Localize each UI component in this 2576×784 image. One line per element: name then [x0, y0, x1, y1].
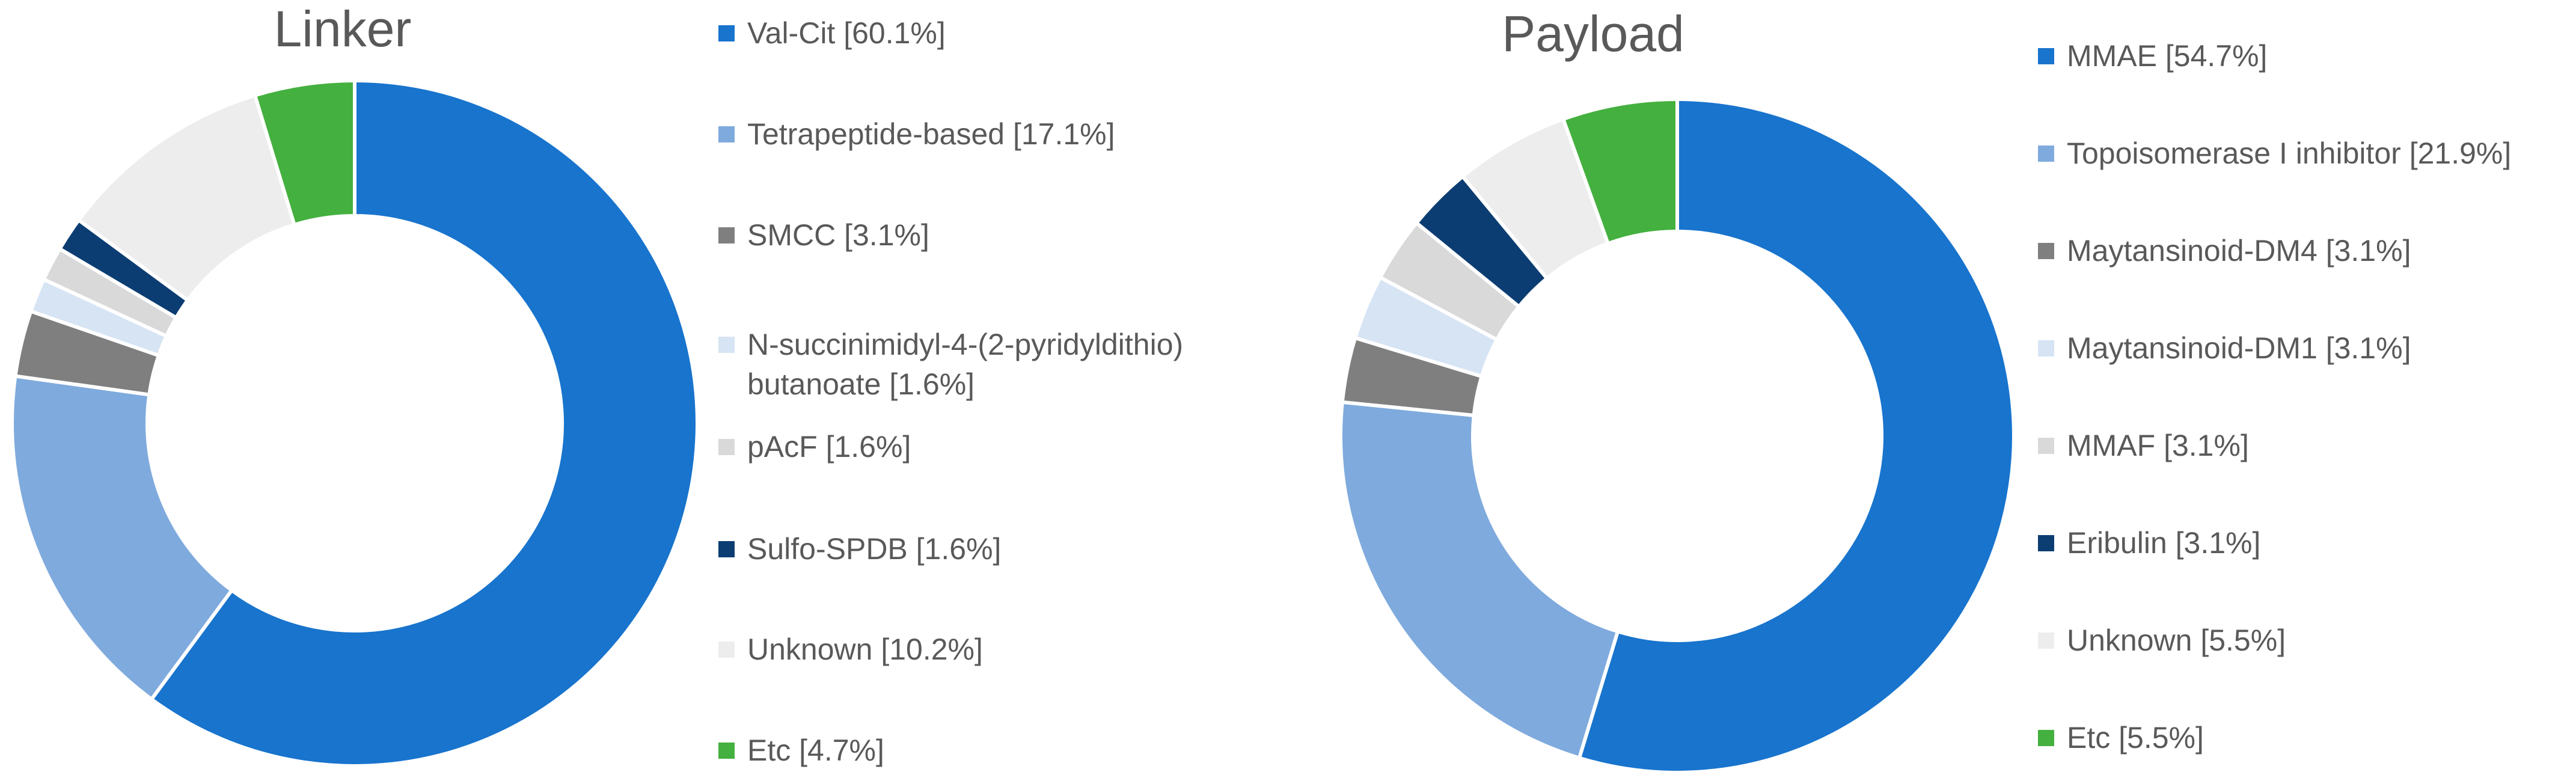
payload-chart-panel: Payload MMAE [54.7%] Topoisomerase I inhi… [1323, 0, 2576, 784]
payload-donut-chart [1339, 97, 2016, 774]
donut-slice-etc [1561, 97, 1679, 246]
donut-slice-val-cit [148, 78, 699, 768]
legend-swatch [718, 25, 735, 41]
donut-slice-topoisomerase-i-inhibitor [1339, 400, 1620, 761]
linker-chart-panel: Linker Val-Cit [60.1%] Tetrapeptide-based… [0, 0, 1286, 784]
legend-label: Etc [5.5%] [2067, 721, 2204, 755]
legend-swatch [2038, 243, 2054, 259]
legend-label: MMAE [54.7%] [2067, 39, 2268, 73]
legend-swatch [718, 743, 735, 759]
legend-label: Unknown [5.5%] [2067, 623, 2286, 657]
legend-label: Unknown [10.2%] [747, 632, 983, 666]
legend-label: pAcF [1.6%] [747, 430, 911, 464]
donut-slice-tetrapeptide-based [10, 374, 234, 702]
legend-label: Eribulin [3.1%] [2067, 526, 2261, 560]
legend-swatch [718, 541, 735, 557]
legend-swatch [2038, 535, 2054, 551]
legend-label: N-succinimidyl-4-(2-pyridyldithio) butano… [747, 328, 1184, 401]
legend-swatch [718, 337, 735, 353]
legend-label: Etc [4.7%] [747, 733, 884, 767]
legend-swatch [2038, 340, 2054, 357]
legend-swatch [718, 642, 735, 658]
legend-label: Val-Cit [60.1%] [747, 16, 946, 50]
legend-swatch [2038, 730, 2054, 746]
chart-title: Payload [1502, 5, 1684, 62]
legend-swatch [2038, 632, 2054, 649]
donut-slice-mmae [1577, 97, 2016, 774]
legend-label: MMAF [3.1%] [2067, 429, 2249, 462]
donut-slice-etc [252, 78, 356, 227]
legend-swatch [718, 439, 735, 455]
legend-label: Sulfo-SPDB [1.6%] [747, 532, 1002, 566]
legend-swatch [718, 126, 735, 142]
legend-label: Topoisomerase I inhibitor [21.9%] [2067, 136, 2512, 170]
legend-swatch [2038, 145, 2054, 162]
legend-swatch [2038, 48, 2054, 64]
chart-title: Linker [274, 1, 412, 57]
legend-label: Tetrapeptide-based [17.1%] [747, 117, 1115, 151]
legend-swatch [718, 227, 735, 243]
legend-label: Maytansinoid-DM4 [3.1%] [2067, 234, 2411, 268]
legend-label: Maytansinoid-DM1 [3.1%] [2067, 331, 2411, 365]
linker-donut-chart [10, 78, 699, 768]
legend-label: SMCC [3.1%] [747, 218, 929, 252]
legend-swatch [2038, 438, 2054, 454]
